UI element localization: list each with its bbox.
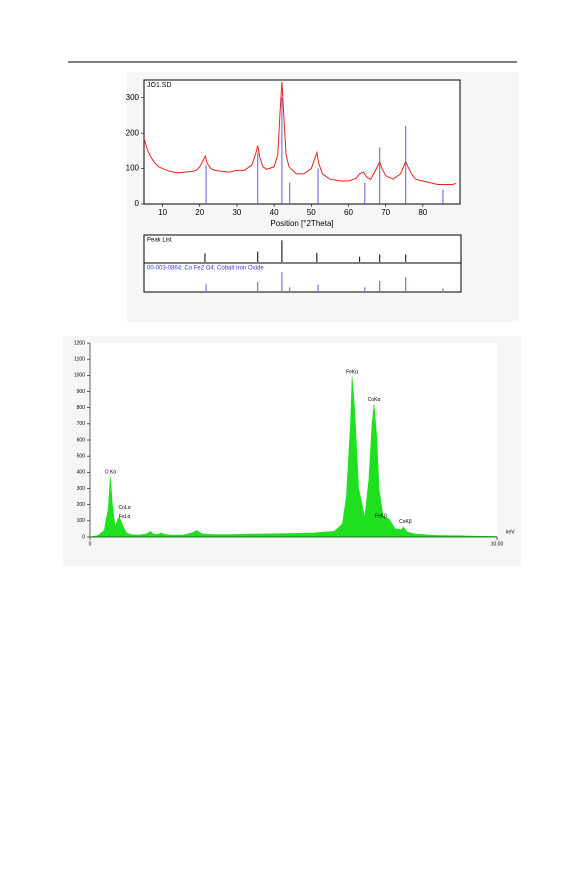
peak-annotation: CoKα — [368, 397, 381, 403]
xrd-plot-frame — [143, 79, 461, 205]
x-unit: keV — [506, 529, 515, 535]
x-tick-label: 30 — [232, 208, 241, 217]
edx-plot-area — [90, 343, 497, 537]
data-line — [143, 81, 457, 186]
peak-annotation: FeLα — [119, 514, 131, 520]
x-tick-label: 20 — [195, 208, 204, 217]
peak-annotation: CoLα — [119, 505, 131, 511]
y-tick-label: 1200 — [74, 340, 85, 346]
y-tick-label: 0 — [135, 199, 140, 208]
peak-annotation: FeKβ — [375, 513, 387, 519]
y-tick-label: 100 — [77, 518, 86, 524]
y-tick-label: 300 — [77, 486, 86, 492]
y-tick-label: 200 — [77, 502, 86, 508]
y-tick-label: 100 — [126, 164, 140, 173]
x-tick-label: 40 — [270, 208, 279, 217]
y-tick-label: 0 — [82, 534, 85, 540]
peak-annotation: O Kα — [105, 470, 117, 476]
x-tick-label: 70 — [381, 208, 390, 217]
panel-title: Peak List — [147, 238, 172, 244]
x-tick-label: 60 — [344, 208, 353, 217]
y-tick-label: 200 — [126, 128, 140, 137]
spectrum-area — [89, 376, 498, 538]
x-tick-label: 10.00 — [491, 541, 504, 547]
y-tick-label: 600 — [77, 437, 86, 443]
peak-annotation: CoKβ — [399, 519, 412, 525]
y-tick-label: 300 — [126, 93, 140, 102]
x-tick-label: 80 — [418, 208, 427, 217]
y-tick-label: 1100 — [74, 356, 85, 362]
x-tick-label: 0 — [89, 541, 92, 547]
y-tick-label: 500 — [77, 453, 86, 459]
y-tick-label: 400 — [77, 470, 86, 476]
y-tick-label: 1000 — [74, 373, 85, 379]
y-tick-label: 900 — [77, 389, 86, 395]
y-tick-label: 700 — [77, 421, 86, 427]
chart-title: JO1.SD — [147, 82, 172, 89]
x-tick-label: 10 — [158, 208, 167, 217]
y-tick-label: 800 — [77, 405, 86, 411]
x-tick-label: 50 — [307, 208, 316, 217]
x-axis-label: Position [°2Theta] — [270, 219, 333, 228]
pattern-label: 00-003-0864; Co Fe2 O4; Cobalt Iron Oxid… — [147, 266, 264, 272]
peak-annotation: FeKα — [346, 369, 358, 375]
